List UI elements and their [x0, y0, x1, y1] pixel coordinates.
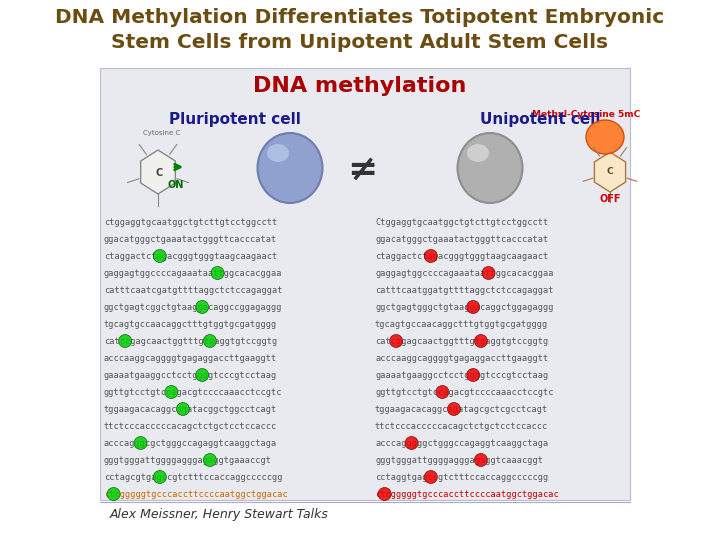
Text: tgcagtgccaacaggctttgtggtgcgatgggg: tgcagtgccaacaggctttgtggtgcgatgggg [375, 320, 548, 329]
Text: ttctcccacccccacagctctgctcctccaccc: ttctcccacccccacagctctgctcctccaccc [104, 422, 277, 431]
Ellipse shape [474, 454, 487, 467]
Text: Alex Meissner, Henry Stewart Talks: Alex Meissner, Henry Stewart Talks [110, 508, 329, 521]
Text: acccagggcgctgggccagaggtcaaggctaga: acccagggcgctgggccagaggtcaaggctaga [104, 439, 277, 448]
Text: gggtgggattggggagggagaggtcaaacggt: gggtgggattggggagggagaggtcaaacggt [375, 456, 543, 465]
Text: ctggaggtgcaatggctgtcttgtcctggcctt: ctggaggtgcaatggctgtcttgtcctggcctt [104, 218, 277, 227]
Text: ggacatgggctgaaatactgggttcacccatat: ggacatgggctgaaatactgggttcacccatat [104, 235, 277, 244]
Ellipse shape [211, 267, 224, 280]
Polygon shape [595, 152, 626, 192]
Text: ctcgggggtgcccaccttccccaatggctggacac: ctcgggggtgcccaccttccccaatggctggacac [104, 490, 288, 499]
Text: ggttgtcctgtccagacgtccccaaacctccgtc: ggttgtcctgtccagacgtccccaaacctccgtc [104, 388, 282, 397]
Text: acccaaggcaggggtgagaggaccttgaaggtt: acccaaggcaggggtgagaggaccttgaaggtt [104, 354, 277, 363]
Ellipse shape [378, 488, 391, 501]
Ellipse shape [153, 470, 166, 483]
Text: Methyl-Cytosine 5mC: Methyl-Cytosine 5mC [532, 110, 640, 119]
Text: gaggagtggccccagaaataattggcacacggaa: gaggagtggccccagaaataattggcacacggaa [104, 269, 282, 278]
Text: DNA Methylation Differentiates Totipotent Embryonic
Stem Cells from Unipotent Ad: DNA Methylation Differentiates Totipoten… [55, 8, 665, 52]
Ellipse shape [474, 334, 487, 348]
Text: ggacatgggctgaaatactgggttcacccatat: ggacatgggctgaaatactgggttcacccatat [375, 235, 548, 244]
Text: C: C [156, 168, 163, 178]
Ellipse shape [203, 454, 217, 467]
Text: Cytosine C: Cytosine C [143, 130, 180, 136]
Text: ctaggactctagacgggtgggtaagcaagaact: ctaggactctagacgggtgggtaagcaagaact [104, 252, 277, 261]
Ellipse shape [258, 133, 323, 203]
Text: ON: ON [168, 180, 184, 190]
Ellipse shape [107, 488, 120, 501]
Text: tggaagacacaggcagatagcgctcgcctcagt: tggaagacacaggcagatagcgctcgcctcagt [375, 405, 548, 414]
Text: tggaagacacaggcagatacggctggcctcagt: tggaagacacaggcagatacggctggcctcagt [104, 405, 277, 414]
Ellipse shape [467, 300, 480, 314]
Text: OFF: OFF [599, 194, 621, 204]
Text: catcggagcaactggtttgtgaggtgtccggtg: catcggagcaactggtttgtgaggtgtccggtg [375, 337, 548, 346]
Text: cctaggtgagccgtctttccaccaggcccccgg: cctaggtgagccgtctttccaccaggcccccgg [375, 473, 548, 482]
FancyBboxPatch shape [100, 68, 630, 500]
Ellipse shape [196, 368, 209, 381]
Ellipse shape [467, 144, 489, 162]
Text: Unipotent cell: Unipotent cell [480, 112, 600, 127]
Ellipse shape [467, 368, 480, 381]
Ellipse shape [390, 334, 402, 348]
Ellipse shape [196, 300, 209, 314]
Ellipse shape [482, 267, 495, 280]
Text: catttcaatcgatgttttaggctctccagaggat: catttcaatcgatgttttaggctctccagaggat [104, 286, 282, 295]
Text: ggttgtcctgtccagacgtccccaaacctccgtc: ggttgtcctgtccagacgtccccaaacctccgtc [375, 388, 554, 397]
Ellipse shape [424, 249, 437, 262]
Polygon shape [140, 150, 176, 194]
Text: cctagcgtgagccgtctttccaccaggcccccgg: cctagcgtgagccgtctttccaccaggcccccgg [104, 473, 282, 482]
Text: catttcaatggatgttttaggctctccagaggat: catttcaatggatgttttaggctctccagaggat [375, 286, 554, 295]
Text: Pluripotent cell: Pluripotent cell [169, 112, 301, 127]
Ellipse shape [424, 470, 437, 483]
Text: ctcgggggtgcccaccttccccaatggctggacac: ctcgggggtgcccaccttccccaatggctggacac [375, 490, 559, 499]
Ellipse shape [119, 334, 132, 348]
Text: gaaaatgaaggcctcctggggtcccgtcctaag: gaaaatgaaggcctcctggggtcccgtcctaag [104, 371, 277, 380]
Ellipse shape [165, 386, 178, 399]
Ellipse shape [134, 436, 147, 449]
Text: gaaaatgaaggcctcctggggtcccgtcctaag: gaaaatgaaggcctcctggggtcccgtcctaag [375, 371, 548, 380]
Ellipse shape [457, 133, 523, 203]
Text: Ctggaggtgcaatggctgtcttgtcctggcctt: Ctggaggtgcaatggctgtcttgtcctggcctt [375, 218, 548, 227]
Text: catccgagcaactggtttgtgaggtgtccggtg: catccgagcaactggtttgtgaggtgtccggtg [104, 337, 277, 346]
Ellipse shape [586, 120, 624, 154]
Ellipse shape [267, 144, 289, 162]
Text: ≠: ≠ [347, 153, 377, 187]
Text: tgcagtgccaacaggctttgtggtgcgatgggg: tgcagtgccaacaggctttgtggtgcgatgggg [104, 320, 277, 329]
Text: ctaggactctagacgggtgggtaagcaagaact: ctaggactctagacgggtgggtaagcaagaact [375, 252, 548, 261]
Text: ggctgagtgggctgtaaggacaggctggagaggg: ggctgagtgggctgtaaggacaggctggagaggg [375, 303, 554, 312]
Text: DNA methylation: DNA methylation [253, 76, 467, 96]
Text: C: C [607, 167, 613, 177]
Text: acccaaggcaggggtgagaggaccttgaaggtt: acccaaggcaggggtgagaggaccttgaaggtt [375, 354, 548, 363]
Ellipse shape [203, 334, 217, 348]
Text: ttctcccacccccacagctctgctcctccaccc: ttctcccacccccacagctctgctcctccaccc [375, 422, 548, 431]
Ellipse shape [176, 402, 189, 415]
Text: gaggagtggccccagaaataattggcacacggaa: gaggagtggccccagaaataattggcacacggaa [375, 269, 554, 278]
Ellipse shape [153, 249, 166, 262]
Ellipse shape [405, 436, 418, 449]
Ellipse shape [447, 402, 460, 415]
Text: ggctgagtcggctgtaaggacaggccggagaggg: ggctgagtcggctgtaaggacaggccggagaggg [104, 303, 282, 312]
Text: acccagggggctgggccagaggtcaaggctaga: acccagggggctgggccagaggtcaaggctaga [375, 439, 548, 448]
Ellipse shape [436, 386, 449, 399]
Text: gggtgggattggggagggagaggtgaaaccgt: gggtgggattggggagggagaggtgaaaccgt [104, 456, 272, 465]
